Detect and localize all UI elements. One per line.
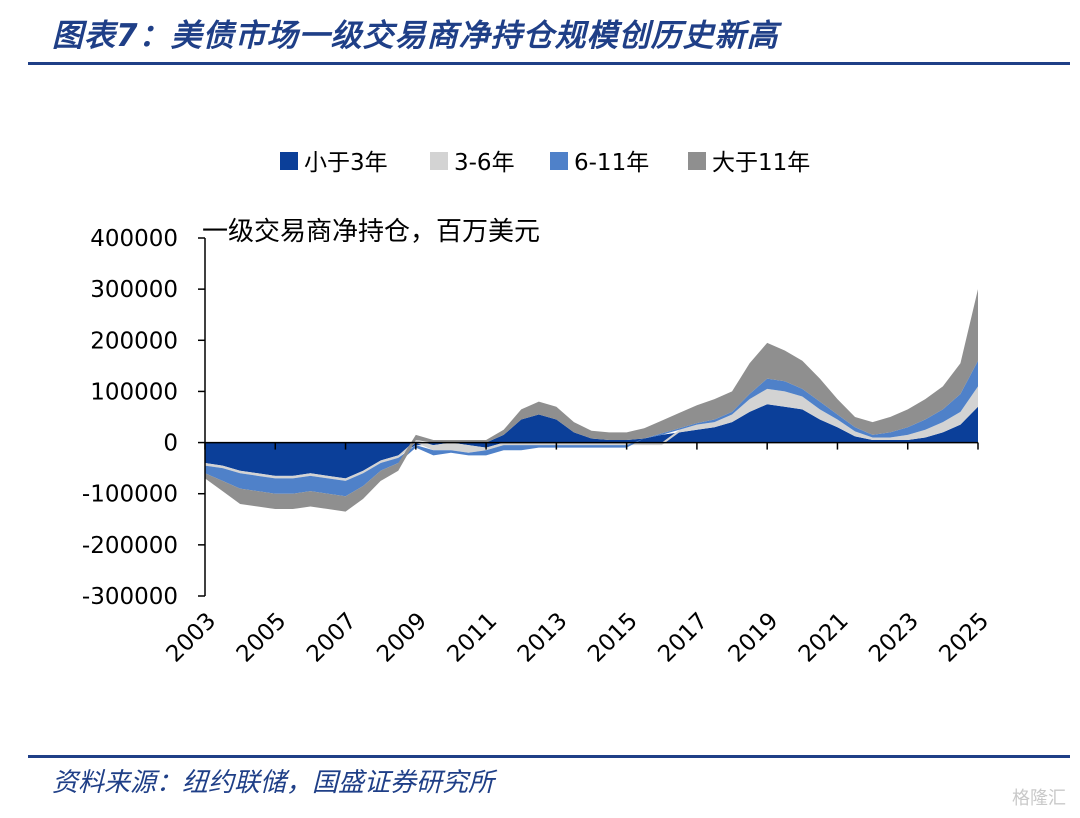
legend-swatch-lt3: [280, 152, 298, 170]
y-tick-label: 400000: [90, 226, 178, 252]
legend-label-gt11: 大于11年: [712, 150, 810, 176]
watermark: 格隆汇: [1012, 788, 1066, 809]
y-tick-label: 300000: [90, 277, 178, 303]
x-tick-label: 2013: [513, 608, 573, 668]
x-tick-label: 2003: [161, 608, 221, 668]
legend-label-lt3: 小于3年: [304, 150, 388, 176]
x-tick-label: 2023: [864, 608, 924, 668]
area-series-1: [205, 386, 978, 481]
x-tick-label: 2005: [232, 608, 292, 668]
x-tick-label: 2007: [302, 608, 362, 668]
x-tick-label: 2025: [934, 608, 994, 668]
legend-item-gt11: 大于11年: [688, 150, 810, 176]
legend-label-6to11: 6-11年: [574, 150, 649, 176]
legend-label-3to6: 3-6年: [454, 150, 515, 176]
legend-item-lt3: 小于3年: [280, 150, 388, 176]
y-tick-label: -300000: [82, 584, 178, 610]
y-tick-label: 100000: [90, 379, 178, 405]
legend: 小于3年 3-6年 6-11年 大于11年: [280, 150, 810, 176]
y-tick-label: -200000: [82, 533, 178, 559]
area-series-3: [205, 289, 978, 512]
x-tick-label: 2019: [724, 608, 784, 668]
legend-swatch-6to11: [550, 152, 568, 170]
chart-title: 图表7：美债市场一级交易商净持仓规模创历史新高: [52, 18, 779, 54]
x-tick-label: 2009: [372, 608, 432, 668]
legend-item-3to6: 3-6年: [430, 150, 515, 176]
x-tick-label: 2021: [794, 608, 854, 668]
legend-item-6to11: 6-11年: [550, 150, 649, 176]
y-axis-unit-label: 一级交易商净持仓，百万美元: [202, 217, 540, 247]
legend-swatch-gt11: [688, 152, 706, 170]
area-series-0: [205, 404, 978, 479]
source-note: 资料来源：纽约联储，国盛证券研究所: [52, 768, 495, 798]
x-tick-label: 2017: [653, 608, 713, 668]
y-tick-label: 0: [163, 431, 178, 457]
legend-swatch-3to6: [430, 152, 448, 170]
footer-divider: [28, 755, 1070, 758]
y-tick-label: -100000: [82, 482, 178, 508]
area-series-2: [205, 360, 978, 497]
y-tick-label: 200000: [90, 328, 178, 354]
x-tick-label: 2011: [443, 608, 503, 668]
area-series-group: [205, 289, 978, 512]
x-tick-label: 2015: [583, 608, 643, 668]
title-divider: [28, 62, 1070, 65]
